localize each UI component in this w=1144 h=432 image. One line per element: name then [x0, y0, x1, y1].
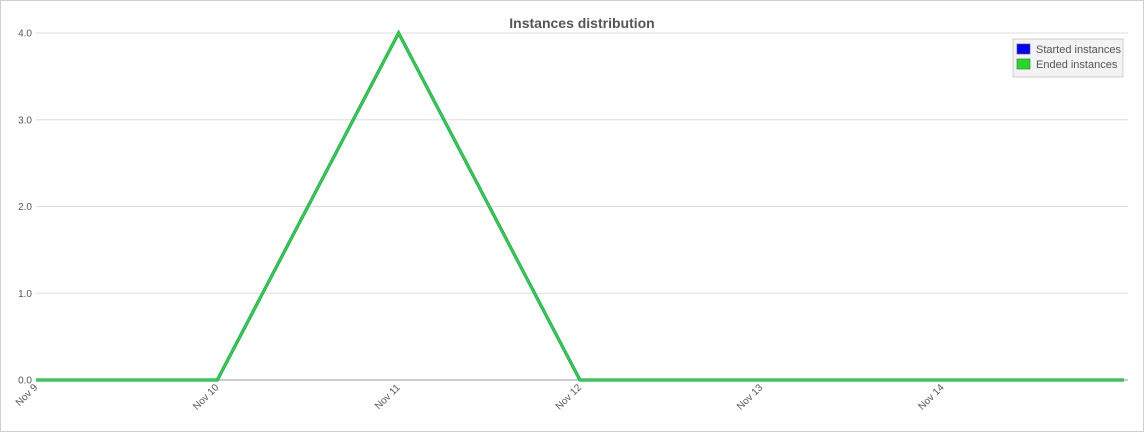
y-tick-label: 0.0 [18, 376, 32, 387]
y-tick-label: 3.0 [18, 115, 32, 126]
legend-swatch [1016, 43, 1031, 55]
x-tick-label: Nov 14 [916, 382, 946, 412]
series-line [36, 30, 1124, 382]
y-tick-label: 2.0 [18, 202, 32, 213]
x-tick-label: Nov 11 [373, 382, 403, 412]
legend-swatch [1016, 58, 1031, 70]
x-axis-tick-labels: Nov 9 Nov 10 Nov 11 Nov 12 Nov 13 Nov 14 [14, 382, 947, 412]
x-tick-label: Nov 13 [735, 382, 765, 412]
chart-title: Instances distribution [509, 15, 654, 31]
x-tick-label: Nov 10 [191, 382, 221, 412]
y-tick-label: 1.0 [18, 289, 32, 300]
legend-box [1012, 38, 1124, 78]
y-axis-tick-labels: 0.0 1.0 2.0 3.0 4.0 [18, 29, 32, 387]
grid-lines [36, 32, 1128, 381]
series-lines [36, 29, 1124, 382]
legend-label: Started instances [1036, 44, 1121, 56]
chart-legend: Started instances Ended instances [1012, 38, 1124, 78]
legend-label: Ended instances [1036, 59, 1118, 71]
y-tick-label: 4.0 [18, 29, 32, 40]
x-tick-label: Nov 12 [554, 382, 584, 412]
